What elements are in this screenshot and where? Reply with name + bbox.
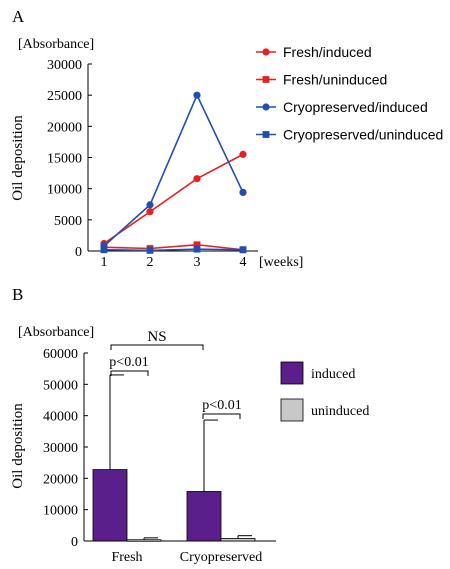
- y-tick-label: 30000: [43, 441, 78, 456]
- legend-label: Fresh/uninduced: [283, 72, 387, 88]
- panel-a-unit: [Absorbance]: [18, 37, 94, 52]
- y-tick-label: 20000: [43, 472, 78, 487]
- series-line: [103, 93, 244, 247]
- bar: [92, 469, 128, 542]
- data-point: [193, 175, 201, 183]
- fresh-sig-label: p<0.01: [109, 355, 148, 370]
- cryo-sig-bracket: [202, 413, 241, 419]
- data-point: [193, 245, 201, 253]
- legend-label: Cryopreserved/uninduced: [283, 127, 443, 143]
- series-line: [103, 153, 244, 245]
- data-point: [239, 150, 247, 158]
- data-point: [146, 208, 154, 216]
- y-tick-label: 60000: [43, 347, 78, 362]
- legend-swatch: [280, 398, 304, 422]
- x-tick-label: Fresh: [111, 550, 142, 565]
- cryo-sig-label: p<0.01: [202, 398, 241, 413]
- panel-b-ylabel: Oil deposition: [10, 403, 26, 489]
- legend-label: induced: [311, 367, 355, 382]
- data-point: [146, 201, 154, 209]
- panel-b-unit: [Absorbance]: [18, 325, 94, 340]
- y-tick-label: 0: [71, 535, 78, 550]
- legend-swatch: [280, 361, 304, 385]
- data-point: [193, 241, 201, 249]
- x-tick-label: Cryopreserved: [180, 550, 262, 565]
- legend-marker: [262, 131, 270, 138]
- series-line: [103, 243, 244, 251]
- data-point: [100, 246, 108, 254]
- legend-label: Cryopreserved/induced: [283, 99, 428, 115]
- bar-chart: 0 10000 20000 30000 40000 50000 60000 Fresh Cryo…: [43, 347, 369, 565]
- y-tick-label: 20000: [47, 120, 82, 135]
- panel-b-label: B: [12, 285, 23, 304]
- panel-a-ylabel: Oil deposition: [10, 115, 26, 201]
- ns-bracket: [110, 344, 204, 350]
- y-tick-label: 40000: [43, 410, 78, 425]
- legend-label: Fresh/induced: [283, 44, 372, 60]
- legend-marker: [262, 76, 270, 83]
- panel-a-label: A: [12, 7, 25, 26]
- line-chart: 0 5000 10000 15000 20000 25000 30000 1 2 3 4 Fresh/…: [47, 44, 443, 270]
- data-point: [239, 246, 247, 254]
- x-tick-label: 2: [147, 255, 154, 270]
- panel-a-xunit: [weeks]: [259, 255, 303, 270]
- fresh-sig-bracket: [110, 370, 149, 376]
- legend-label: uninduced: [311, 404, 369, 419]
- x-tick-label: 4: [240, 255, 247, 270]
- bar: [220, 538, 256, 542]
- bar: [186, 491, 222, 542]
- legend-marker: [262, 103, 270, 111]
- data-point: [239, 188, 247, 197]
- y-tick-label: 30000: [47, 58, 82, 73]
- y-tick-label: 10000: [43, 504, 78, 519]
- y-tick-label: 0: [75, 245, 82, 260]
- data-point: [193, 91, 201, 99]
- y-tick-label: 5000: [54, 214, 82, 229]
- x-tick-label: 1: [101, 255, 108, 270]
- ns-label: NS: [147, 329, 166, 345]
- series-line: [103, 248, 244, 252]
- x-tick-label: 3: [194, 255, 201, 270]
- y-tick-label: 50000: [43, 378, 78, 393]
- y-tick-label: 15000: [47, 152, 82, 167]
- y-tick-label: 25000: [47, 89, 82, 104]
- bar: [126, 539, 162, 542]
- legend-marker: [262, 48, 270, 56]
- data-point: [146, 246, 154, 254]
- y-tick-label: 10000: [47, 183, 82, 198]
